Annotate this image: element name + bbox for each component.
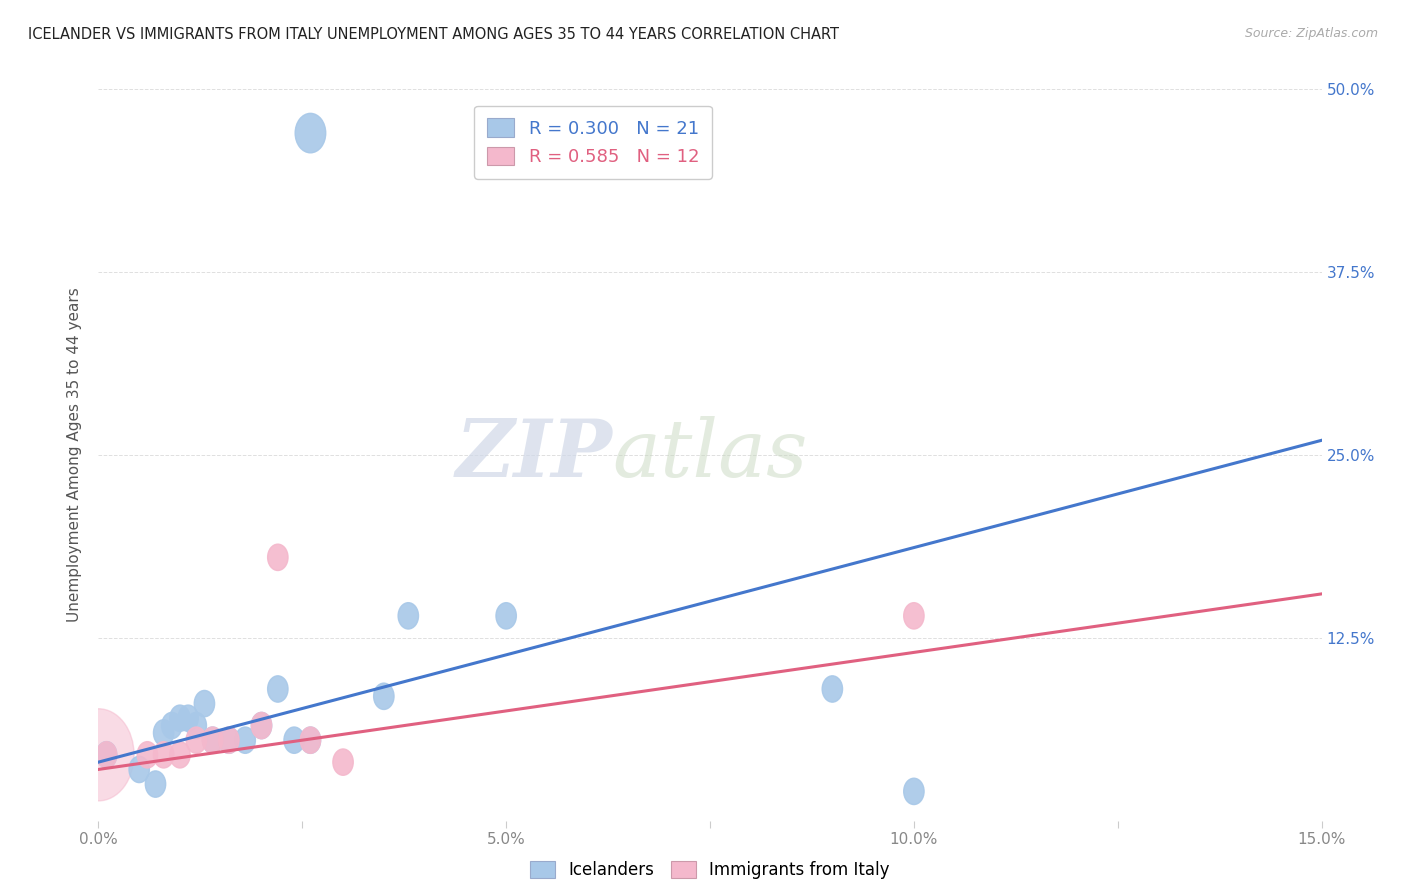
Ellipse shape [170, 705, 190, 731]
Text: Source: ZipAtlas.com: Source: ZipAtlas.com [1244, 27, 1378, 40]
Ellipse shape [267, 544, 288, 571]
Ellipse shape [97, 741, 117, 768]
Ellipse shape [219, 727, 239, 754]
Ellipse shape [202, 727, 222, 754]
Text: ZIP: ZIP [456, 417, 612, 493]
Ellipse shape [194, 690, 215, 717]
Ellipse shape [252, 713, 271, 739]
Ellipse shape [162, 713, 181, 739]
Ellipse shape [252, 713, 271, 739]
Ellipse shape [333, 749, 353, 775]
Ellipse shape [179, 705, 198, 731]
Ellipse shape [301, 727, 321, 754]
Ellipse shape [170, 741, 190, 768]
Ellipse shape [186, 727, 207, 754]
Ellipse shape [496, 603, 516, 629]
Ellipse shape [904, 603, 924, 629]
Ellipse shape [301, 727, 321, 754]
Ellipse shape [153, 741, 174, 768]
Y-axis label: Unemployment Among Ages 35 to 44 years: Unemployment Among Ages 35 to 44 years [67, 287, 83, 623]
Ellipse shape [138, 741, 157, 768]
Ellipse shape [145, 771, 166, 797]
Ellipse shape [235, 727, 256, 754]
Ellipse shape [398, 603, 419, 629]
Ellipse shape [267, 676, 288, 702]
Ellipse shape [63, 709, 134, 801]
Legend: Icelanders, Immigrants from Italy: Icelanders, Immigrants from Italy [523, 854, 897, 886]
Ellipse shape [186, 713, 207, 739]
Ellipse shape [202, 727, 222, 754]
Ellipse shape [295, 113, 326, 153]
Ellipse shape [97, 741, 117, 768]
Ellipse shape [129, 756, 149, 782]
Ellipse shape [904, 778, 924, 805]
Text: ICELANDER VS IMMIGRANTS FROM ITALY UNEMPLOYMENT AMONG AGES 35 TO 44 YEARS CORREL: ICELANDER VS IMMIGRANTS FROM ITALY UNEMP… [28, 27, 839, 42]
Ellipse shape [374, 683, 394, 709]
Ellipse shape [219, 727, 239, 754]
Ellipse shape [284, 727, 304, 754]
Ellipse shape [823, 676, 842, 702]
Ellipse shape [153, 720, 174, 746]
Text: atlas: atlas [612, 417, 807, 493]
